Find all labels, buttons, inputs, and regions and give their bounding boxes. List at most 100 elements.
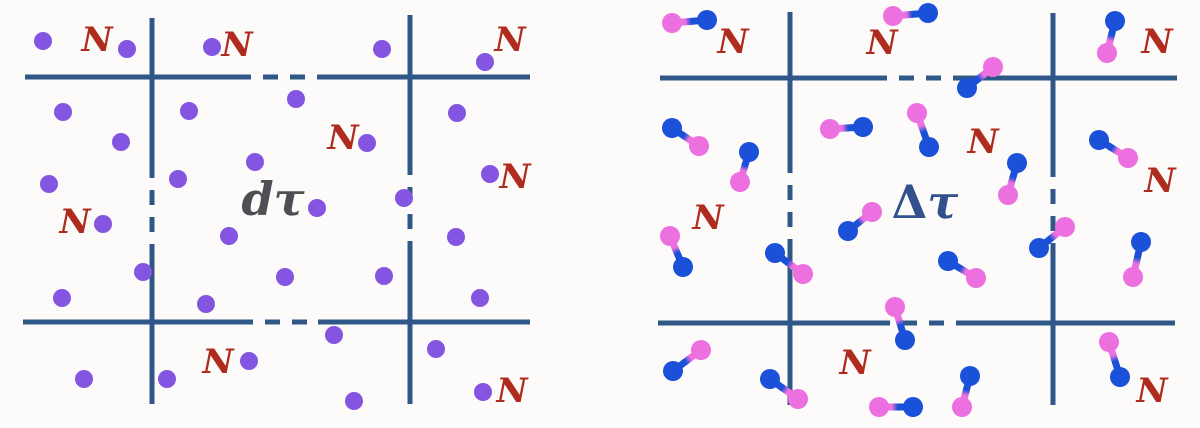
particle-dot [476,53,494,71]
dimer [662,10,717,33]
dimer-blue-dot [739,142,759,162]
dimer-pink-dot [1118,148,1138,168]
count-label: N [326,118,360,158]
particle-dot [246,153,264,171]
dimer-pink-dot [788,389,808,409]
particle-dot [325,326,343,344]
dimer-blue-dot [760,369,780,389]
dimer-blue-dot [662,118,682,138]
particle-dot [358,134,376,152]
count-label: N [493,20,527,60]
dimer-blue-dot [673,257,693,277]
dimer [998,153,1027,205]
dimer [838,202,882,241]
particle-dot [75,370,93,388]
dimer [938,251,986,288]
particle-dot [240,352,258,370]
cell-size-label: Δτ [892,175,959,229]
dimer [883,3,938,26]
count-label: N [220,25,254,65]
count-label: N [498,157,532,197]
dimer [820,117,873,139]
particle-dot [169,170,187,188]
dimer [952,366,980,417]
particle-dot [395,189,413,207]
dimer [1099,332,1130,387]
particle-dot [220,227,238,245]
dimer-blue-dot [960,366,980,386]
particle-dot [375,267,393,285]
dimer-pink-dot [689,136,709,156]
dimer-blue-dot [697,10,717,30]
dimer-pink-dot [662,13,682,33]
particle-dot [158,370,176,388]
dimer [760,369,808,409]
dimer [885,297,915,350]
dimer-blue-dot [663,361,683,381]
dimer-blue-dot [903,397,923,417]
particle-dot [203,38,221,56]
dimer [730,142,759,192]
dimer-blue-dot [957,78,977,98]
dimer [907,103,939,157]
dimer-pink-dot [862,202,882,222]
particle-dot [427,340,445,358]
particle-dot [112,133,130,151]
dimer [1089,130,1138,168]
dimer [663,340,711,381]
particle-dot [308,199,326,217]
dimer-pink-dot [885,297,905,317]
dimer-blue-dot [838,221,858,241]
dimer-pink-dot [730,172,750,192]
count-label: N [838,343,872,383]
dimer [1123,232,1151,287]
dimer-pink-dot [883,6,903,26]
dimer [662,118,709,156]
cell-size-label: dτ [241,172,304,226]
dimer-pink-dot [1123,267,1143,287]
count-label: N [716,22,750,62]
dimer-pink-dot [869,397,889,417]
count-label: N [58,202,92,242]
dimer-blue-dot [938,251,958,271]
particle-dot [287,90,305,108]
diagram-monomer-lattice: N N N N N N N Ndτ [23,15,532,411]
dimer-pink-dot [793,264,813,284]
particle-dot [373,40,391,58]
particle-dot [34,32,52,50]
dimer-blue-dot [1110,367,1130,387]
particle-dot [40,175,58,193]
cell-size-label-part: d [241,172,273,226]
count-label: N [80,20,114,60]
count-label: N [495,371,529,411]
particle-dot [474,383,492,401]
dimer-pink-dot [998,185,1018,205]
dimer-blue-dot [918,3,938,23]
dimer-blue-dot [853,117,873,137]
dimer-blue-dot [1105,11,1125,31]
dimer-pink-dot [660,226,680,246]
particle-dot [276,268,294,286]
dimer [660,226,693,277]
count-label: N [1140,22,1174,62]
dimer [765,243,813,284]
dimer-pink-dot [1055,217,1075,237]
dimer-pink-dot [952,397,972,417]
dimer-blue-dot [1089,130,1109,150]
dimer-blue-dot [1007,153,1027,173]
particle-dot [180,102,198,120]
dimer-pink-dot [907,103,927,123]
dimer-pink-dot [966,268,986,288]
count-label: N [966,122,1000,162]
particle-dot [447,228,465,246]
cell-size-label-part: τ [274,172,305,226]
particle-dot [481,165,499,183]
dimer-pink-dot [1099,332,1119,352]
particle-dot [53,289,71,307]
dimer-blue-dot [765,243,785,263]
particle-dot [54,103,72,121]
count-label: N [1135,371,1169,411]
